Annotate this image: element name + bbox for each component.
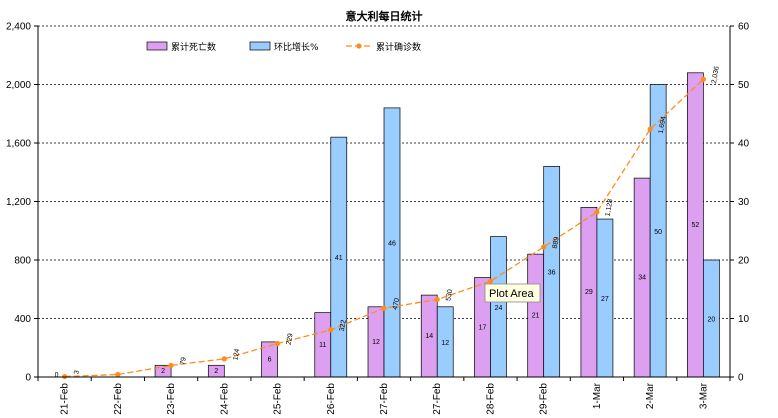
point-confirmed (115, 371, 121, 378)
point-confirmed (541, 244, 547, 250)
bars: 0 2 2 6 11 41 12 46 14 12 17 24 21 36 29 27 34 50 52 20 (48, 72, 720, 379)
x-tick-label: 25-Feb (273, 383, 284, 415)
data-label-deaths: 52 (691, 222, 699, 229)
legend-swatch-growth (249, 41, 271, 51)
x-tick-label: 1-Mar (592, 382, 603, 409)
x-tick-label: 28-Feb (485, 383, 496, 415)
data-label-growth: 12 (441, 340, 449, 347)
point-confirmed (221, 356, 227, 362)
data-label-confirmed: 530 (445, 289, 454, 302)
y-right-tick-label: 40 (738, 139, 750, 150)
x-tick-label: 2-Mar (645, 382, 656, 409)
data-label-confirmed: 1,128 (604, 198, 614, 217)
data-label-deaths: 29 (585, 289, 593, 296)
data-label-confirmed: 889 (552, 236, 561, 249)
plot-area-tooltip: Plot Area (484, 283, 541, 303)
x-tick-label: 21-Feb (60, 383, 71, 415)
y-right-tick-label: 10 (738, 314, 750, 325)
data-label-confirmed: 322 (339, 319, 348, 332)
data-label-deaths: 14 (425, 333, 433, 340)
data-label-deaths: 21 (532, 313, 540, 320)
tooltip-text: Plot Area (489, 288, 535, 300)
data-label-growth: 46 (388, 240, 396, 247)
data-label-deaths: 2 (161, 368, 165, 375)
point-confirmed (434, 296, 440, 303)
tooltip-box (484, 283, 541, 303)
x-tick-label: 3-Mar (698, 382, 709, 409)
point-confirmed (594, 209, 600, 215)
point-confirmed (700, 76, 706, 82)
data-label-growth: 36 (548, 270, 556, 277)
y-right-tick-label: 0 (738, 373, 744, 384)
y-left-tick-label: 800 (14, 256, 31, 267)
y-right-tick-label: 60 (738, 22, 750, 33)
chart-title: 意大利每日统计 (346, 9, 423, 23)
legend-label-confirmed: 累计确诊数 (376, 41, 421, 53)
data-label-confirmed: 124 (232, 348, 241, 361)
data-label-deaths: 17 (479, 324, 487, 331)
legend-marker-confirmed (356, 43, 362, 49)
axes: 04008001,2001,6002,0002,4000102030405060… (6, 22, 750, 415)
data-label-confirmed: 2,036 (711, 66, 721, 85)
legend-label-deaths: 累计死亡数 (171, 41, 216, 53)
legend-swatch-deaths (146, 41, 168, 51)
y-right-tick-label: 20 (738, 256, 750, 267)
x-tick-label: 26-Feb (326, 383, 337, 415)
data-label-confirmed: 1,694 (658, 116, 668, 135)
x-tick-label: 29-Feb (539, 383, 550, 415)
y-left-tick-label: 1,600 (6, 139, 31, 150)
y-right-tick-label: 30 (738, 197, 750, 208)
data-label-growth: 41 (335, 255, 343, 262)
point-confirmed (168, 362, 174, 369)
data-label-growth: 50 (654, 229, 662, 236)
data-label-deaths: 2 (214, 368, 218, 375)
point-confirmed (647, 126, 653, 132)
legend-label-growth: 环比增长% (274, 41, 319, 53)
y-left-tick-label: 2,000 (6, 80, 31, 91)
data-label-growth: 27 (601, 296, 609, 303)
data-label-confirmed: 229 (286, 333, 295, 346)
point-confirmed (274, 340, 281, 347)
x-tick-label: 23-Feb (166, 383, 177, 415)
data-label-confirmed: 3 (73, 370, 81, 375)
data-label-deaths: 12 (372, 339, 380, 346)
data-label-confirmed: 79 (179, 357, 187, 366)
y-left-tick-label: 2,400 (6, 22, 31, 33)
y-left-tick-label: 1,200 (6, 197, 31, 208)
data-label-confirmed: 470 (392, 298, 401, 311)
y-left-tick-label: 400 (14, 314, 31, 325)
data-label-growth: 20 (707, 317, 715, 324)
x-tick-label: 24-Feb (219, 383, 230, 415)
x-tick-label: 22-Feb (113, 383, 124, 415)
y-left-tick-label: 0 (25, 373, 31, 384)
data-label-deaths: 6 (268, 356, 272, 363)
point-confirmed (328, 327, 334, 333)
y-right-tick-label: 50 (738, 80, 750, 91)
point-confirmed (487, 278, 494, 284)
data-label-deaths: 11 (319, 342, 326, 349)
data-label-growth: 24 (495, 305, 503, 312)
point-confirmed (381, 305, 387, 311)
data-label-deaths: 34 (638, 275, 646, 282)
x-tick-label: 27-Feb (379, 383, 390, 415)
data-label-deaths: 0 (55, 372, 59, 379)
x-tick-label: 27-Feb (432, 383, 443, 415)
legend: 累计死亡数 环比增长% 累计确诊数 (146, 41, 421, 53)
